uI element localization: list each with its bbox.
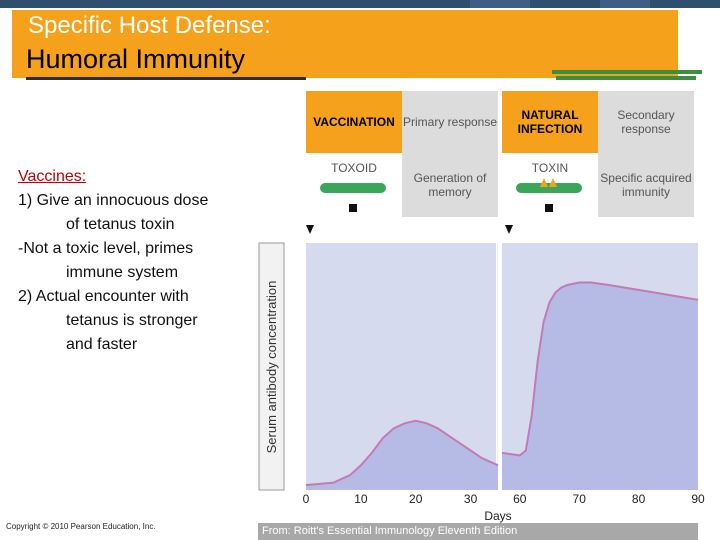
bullet-text: tetanus is stronger [66,312,198,329]
primary-response-label: Primary response [402,91,498,153]
bullet-text: of tetanus toxin [66,216,175,233]
x-tick-label: 80 [632,492,646,506]
top-bar-segment [470,0,530,8]
x-tick-label: 20 [409,492,423,506]
plot-gap-line [496,243,498,490]
infection-arrow [505,225,513,234]
secondary-response-label: Secondary response [598,91,694,153]
x-tick-label: 60 [513,492,527,506]
antibody-curve-2 [501,281,699,457]
bullet-text: 1) Give an innocuous dose [18,192,209,209]
antibody-curve-1 [305,419,499,487]
x-tick-label: 70 [573,492,587,506]
bullet-text: -Not a toxic level, primes [18,240,194,257]
top-bar [0,0,720,8]
x-tick-label: 10 [354,492,368,506]
x-axis-label: Days [484,509,511,523]
memory-label: Generation of memory [402,153,498,217]
x-tick-label: 90 [691,492,705,506]
title-line-2: Humoral Immunity [26,44,246,74]
vaccination-arrow [306,225,314,234]
bullet-heading: Vaccines: [18,168,87,185]
toxoid-pill [320,183,386,193]
accent-rule [556,76,696,80]
specific-immunity-label: Specific acquired immunity [598,153,694,217]
source-credit: From: Roitt's Essential Immunology Eleve… [258,523,698,540]
toxin-spike [540,178,548,187]
header-band [12,10,678,78]
vaccination-label: VACCINATION [306,91,402,153]
toxin-pill [516,183,582,193]
title-line-1: Specific Host Defense: [28,12,271,39]
bullet-text: and faster [66,336,138,353]
natural-infection-label: NATURAL INFECTION [502,91,598,153]
antibody-area-2 [502,282,698,490]
toxin-marker [545,204,553,212]
accent-rule [552,70,702,74]
x-tick-label: 30 [464,492,478,506]
toxin-spike [549,178,557,187]
plot-gap-line [499,243,501,490]
ylabel-box [258,242,285,491]
bullet-list: Vaccines: 1) Give an innocuous dose of t… [18,165,248,357]
title-underline [26,77,306,80]
bullet-text: 2) Actual encounter with [18,288,189,305]
x-tick-label: 0 [303,492,310,506]
bullet-text: immune system [66,264,179,281]
y-axis-label: Serum antibody concentration [264,281,279,454]
copyright-text: Copyright © 2010 Pearson Education, Inc. [6,522,156,531]
top-bar-segment [600,0,650,8]
toxoid-marker [349,204,357,212]
